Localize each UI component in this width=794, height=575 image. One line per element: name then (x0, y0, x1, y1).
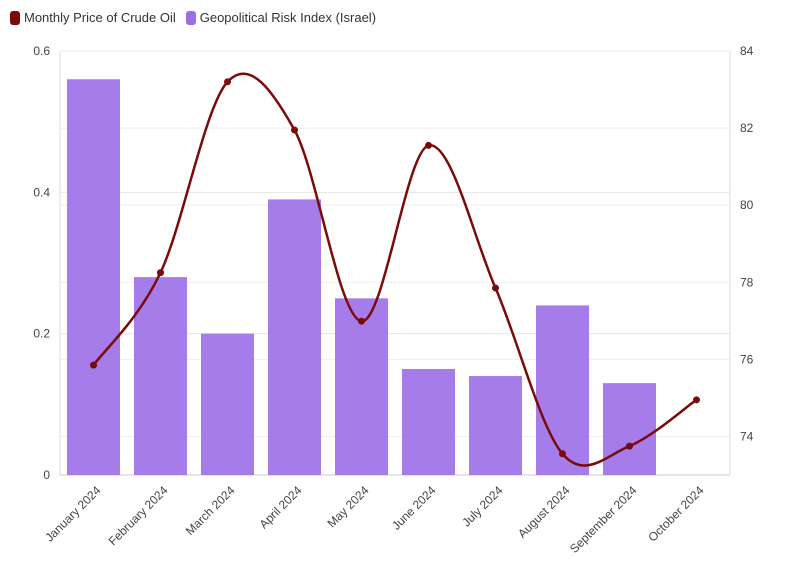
legend-label-risk-index: Geopolitical Risk Index (Israel) (199, 10, 377, 25)
legend-swatch-crude-oil (10, 10, 20, 25)
y-right-tick-label: 82 (740, 121, 754, 135)
bar-risk-index (134, 277, 187, 475)
x-tick-label: July 2024 (459, 483, 505, 529)
legend-label-crude-oil: Monthly Price of Crude Oil (24, 10, 176, 25)
point-crude-oil (157, 269, 164, 277)
point-crude-oil (291, 126, 298, 134)
bar-risk-index (402, 369, 455, 475)
bar-risk-index (268, 199, 321, 475)
y-right-tick-label: 78 (740, 275, 754, 289)
bar-risk-index (469, 376, 522, 475)
y-left-tick-label: 0.2 (33, 327, 50, 341)
y-right-tick-label: 80 (740, 198, 754, 212)
x-tick-label: June 2024 (389, 483, 439, 533)
point-crude-oil (626, 442, 633, 450)
point-crude-oil (358, 317, 365, 325)
x-tick-label: September 2024 (567, 483, 640, 556)
y-right-tick-label: 74 (740, 429, 754, 443)
x-tick-label: January 2024 (42, 483, 104, 545)
legend-item-crude-oil[interactable]: Monthly Price of Crude Oil (10, 10, 176, 25)
bar-risk-index (603, 383, 656, 475)
x-tick-label: August 2024 (515, 483, 573, 541)
legend-item-risk-index[interactable]: Geopolitical Risk Index (Israel) (185, 10, 377, 25)
point-crude-oil (492, 284, 499, 292)
point-crude-oil (693, 396, 700, 404)
x-tick-label: February 2024 (106, 483, 171, 548)
line-crude-oil (92, 72, 698, 467)
y-left-tick-label: 0.6 (33, 44, 50, 58)
x-tick-label: April 2024 (257, 483, 305, 531)
bar-risk-index (335, 298, 388, 475)
legend: Monthly Price of Crude Oil Geopolitical … (10, 10, 376, 25)
point-crude-oil (90, 361, 97, 369)
x-tick-label: May 2024 (324, 483, 371, 530)
bar-risk-index (201, 333, 254, 475)
y-right-tick-label: 84 (740, 44, 754, 58)
bar-risk-index (536, 305, 589, 475)
y-right-tick-label: 76 (740, 352, 754, 366)
y-left-tick-label: 0.4 (33, 185, 50, 199)
point-crude-oil (559, 450, 566, 458)
x-tick-label: October 2024 (645, 483, 707, 545)
y-left-tick-label: 0 (43, 468, 50, 482)
point-crude-oil (224, 78, 231, 86)
x-tick-label: March 2024 (183, 483, 238, 538)
bar-risk-index (67, 79, 120, 476)
legend-swatch-risk-index (185, 10, 196, 25)
point-crude-oil (425, 141, 432, 149)
